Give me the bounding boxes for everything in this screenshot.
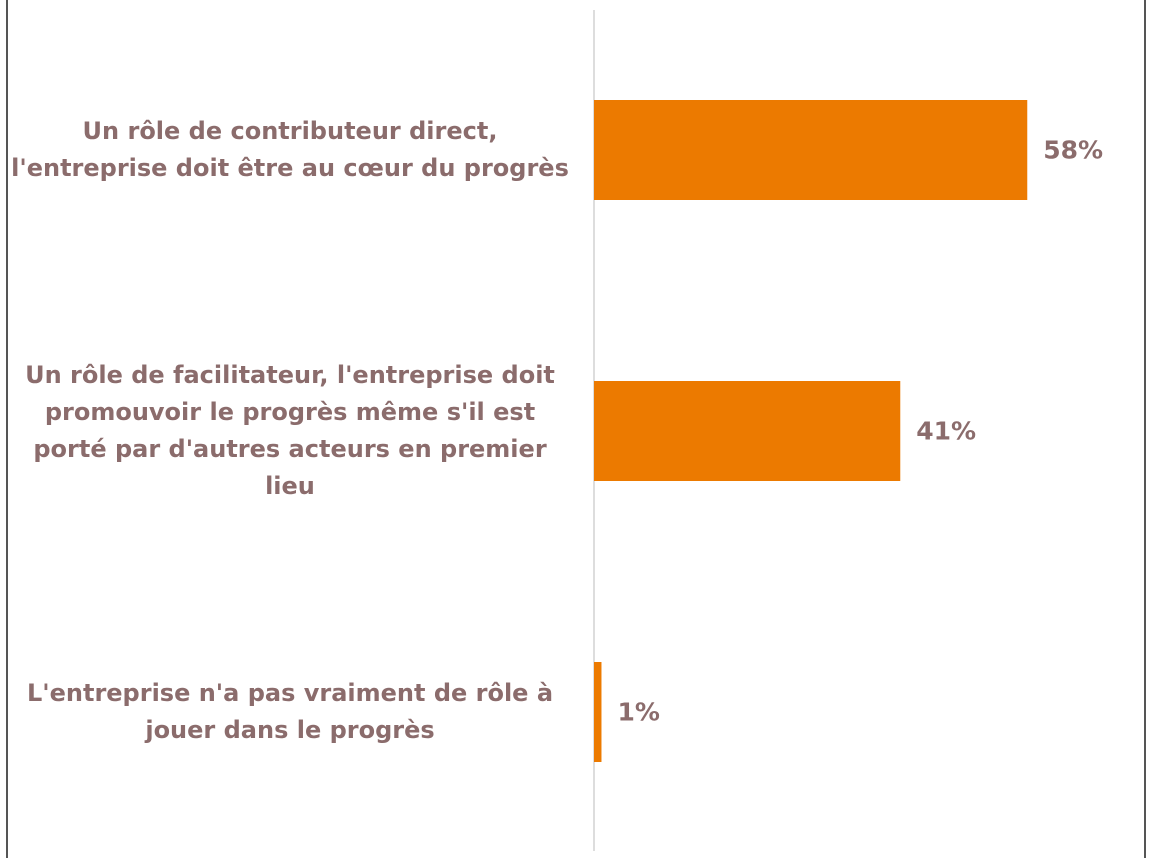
bar	[594, 100, 1028, 200]
value-label: 58%	[1043, 135, 1104, 165]
category-label: L'entreprise n'a pas vraiment de rôle à …	[26, 679, 554, 744]
frame	[6, 0, 1146, 858]
category-label: Un rôle de contributeur direct, l'entrep…	[11, 117, 569, 182]
category-label: Un rôle de facilitateur, l'entreprise do…	[25, 361, 555, 500]
bar	[594, 381, 901, 481]
value-label: 1%	[617, 697, 660, 727]
bar	[594, 662, 602, 762]
value-label: 41%	[916, 416, 977, 446]
